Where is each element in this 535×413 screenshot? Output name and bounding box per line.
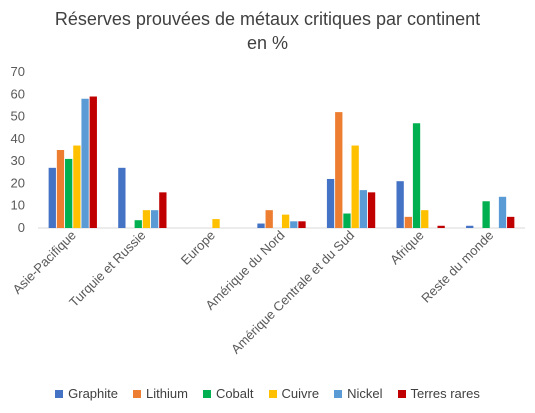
bar-graphite bbox=[118, 167, 126, 228]
bar-nickel bbox=[81, 98, 89, 228]
legend-label: Cobalt bbox=[215, 386, 254, 401]
legend-label: Lithium bbox=[146, 386, 188, 401]
bar-nickel bbox=[290, 221, 298, 228]
bar-cobalt bbox=[134, 220, 142, 228]
legend-item: Lithium bbox=[133, 386, 188, 401]
x-tick-label: Europe bbox=[178, 228, 218, 268]
bar-graphite bbox=[466, 225, 474, 228]
legend-swatch bbox=[133, 389, 142, 398]
bar-terres-rares bbox=[298, 221, 306, 228]
bar-cuivre bbox=[281, 214, 290, 228]
legend-swatch bbox=[268, 389, 277, 398]
x-tick-label: Reste du monde bbox=[418, 228, 496, 306]
bar-graphite bbox=[257, 223, 265, 228]
legend-item: Cobalt bbox=[202, 386, 254, 401]
bar-lithium bbox=[404, 216, 412, 228]
bar-graphite bbox=[48, 167, 56, 228]
legend-swatch bbox=[397, 389, 406, 398]
legend-label: Nickel bbox=[347, 386, 383, 401]
legend-swatch bbox=[202, 389, 211, 398]
bar-terres-rares bbox=[89, 96, 97, 228]
bar-cuivre bbox=[421, 210, 429, 228]
y-tick-label: 70 bbox=[11, 64, 25, 79]
chart-title: Réserves prouvées de métaux critiques pa… bbox=[54, 9, 481, 29]
bar-nickel bbox=[151, 210, 159, 228]
legend: Graphite Lithium Cobalt Cuivre Nickel Terres … bbox=[0, 386, 535, 401]
legend-item: Terres rares bbox=[397, 386, 480, 401]
bar-cuivre bbox=[73, 145, 81, 228]
bar-lithium bbox=[265, 210, 273, 228]
y-tick-label: 60 bbox=[11, 86, 25, 101]
chart-subtitle: en % bbox=[246, 33, 289, 53]
bar-cobalt bbox=[343, 213, 351, 228]
x-tick-label: Asie-Pacifique bbox=[10, 228, 79, 297]
legend-item: Nickel bbox=[334, 386, 383, 401]
y-tick-label: 20 bbox=[11, 175, 25, 190]
y-tick-label: 0 bbox=[18, 220, 25, 235]
bar-cobalt bbox=[482, 201, 490, 228]
bar-terres-rares bbox=[159, 192, 167, 228]
bar-cuivre bbox=[212, 219, 220, 228]
bar-cuivre bbox=[351, 145, 359, 228]
legend-label: Terres rares bbox=[410, 386, 480, 401]
bar-nickel bbox=[498, 196, 507, 228]
x-tick-label: Amérique Centrale et du Sud bbox=[228, 228, 357, 357]
bar-terres-rares bbox=[367, 192, 376, 228]
legend-swatch bbox=[334, 389, 343, 398]
bar-graphite bbox=[396, 181, 404, 228]
bar-cobalt bbox=[65, 158, 73, 228]
y-tick-label: 40 bbox=[11, 131, 25, 146]
bar-cobalt bbox=[412, 123, 421, 228]
y-tick-label: 50 bbox=[11, 109, 25, 124]
bar-graphite bbox=[326, 178, 335, 228]
y-tick-label: 10 bbox=[11, 198, 25, 213]
bar-lithium bbox=[56, 150, 65, 228]
y-tick-label: 30 bbox=[11, 153, 25, 168]
bar-cuivre bbox=[142, 210, 151, 228]
bar-terres-rares bbox=[437, 225, 445, 228]
bar-nickel bbox=[359, 190, 368, 228]
bar-terres-rares bbox=[507, 216, 515, 228]
legend-label: Cuivre bbox=[281, 386, 320, 401]
bar-lithium bbox=[335, 112, 343, 228]
legend-label: Graphite bbox=[68, 386, 119, 401]
legend-item: Cuivre bbox=[268, 386, 320, 401]
legend-item: Graphite bbox=[55, 386, 118, 401]
x-tick-label: Turquie et Russie bbox=[66, 228, 148, 310]
legend-swatch bbox=[55, 389, 64, 398]
x-tick-label: Afrique bbox=[387, 228, 427, 268]
